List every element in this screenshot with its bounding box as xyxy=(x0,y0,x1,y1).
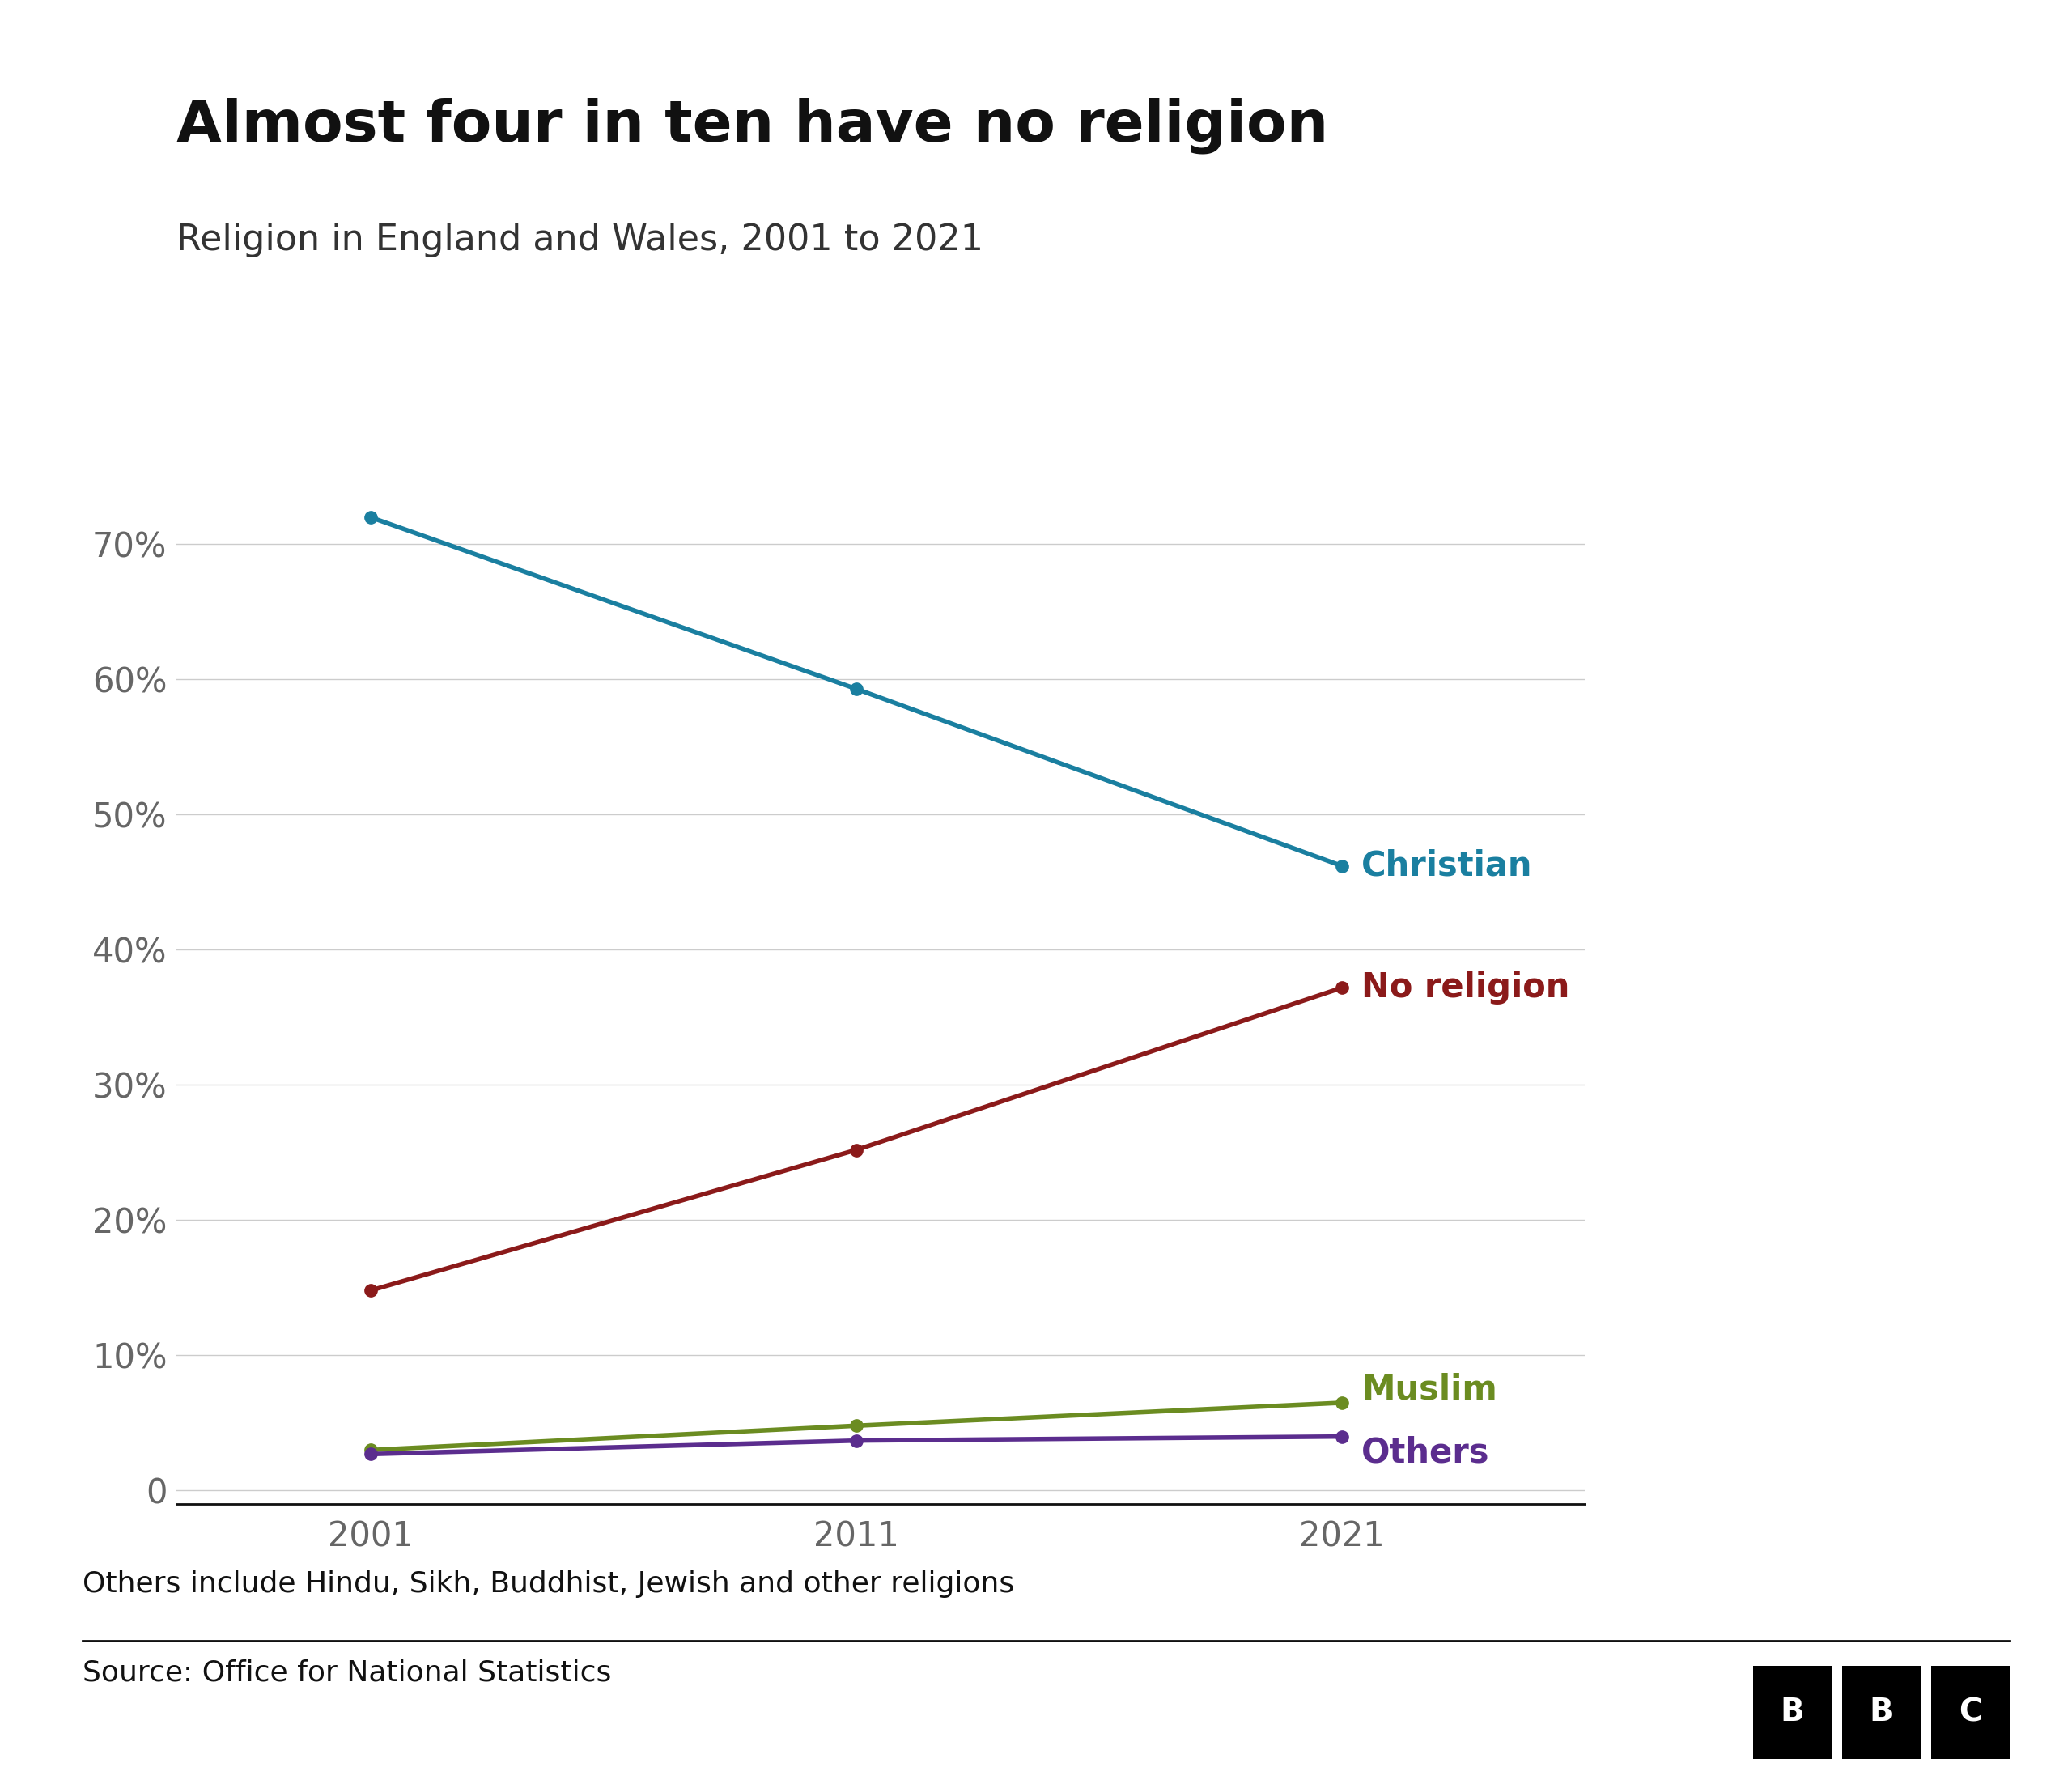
Text: Source: Office for National Statistics: Source: Office for National Statistics xyxy=(83,1659,611,1686)
Text: B: B xyxy=(1869,1696,1894,1728)
Text: Almost four in ten have no religion: Almost four in ten have no religion xyxy=(176,98,1328,155)
Text: C: C xyxy=(1958,1696,1983,1728)
Text: Religion in England and Wales, 2001 to 2021: Religion in England and Wales, 2001 to 2… xyxy=(176,222,982,258)
Text: Others include Hindu, Sikh, Buddhist, Jewish and other religions: Others include Hindu, Sikh, Buddhist, Je… xyxy=(83,1570,1015,1597)
Text: Christian: Christian xyxy=(1361,849,1533,883)
Text: No religion: No religion xyxy=(1361,970,1571,1004)
Text: B: B xyxy=(1780,1696,1805,1728)
Text: Muslim: Muslim xyxy=(1361,1372,1498,1406)
Text: Others: Others xyxy=(1361,1436,1490,1470)
